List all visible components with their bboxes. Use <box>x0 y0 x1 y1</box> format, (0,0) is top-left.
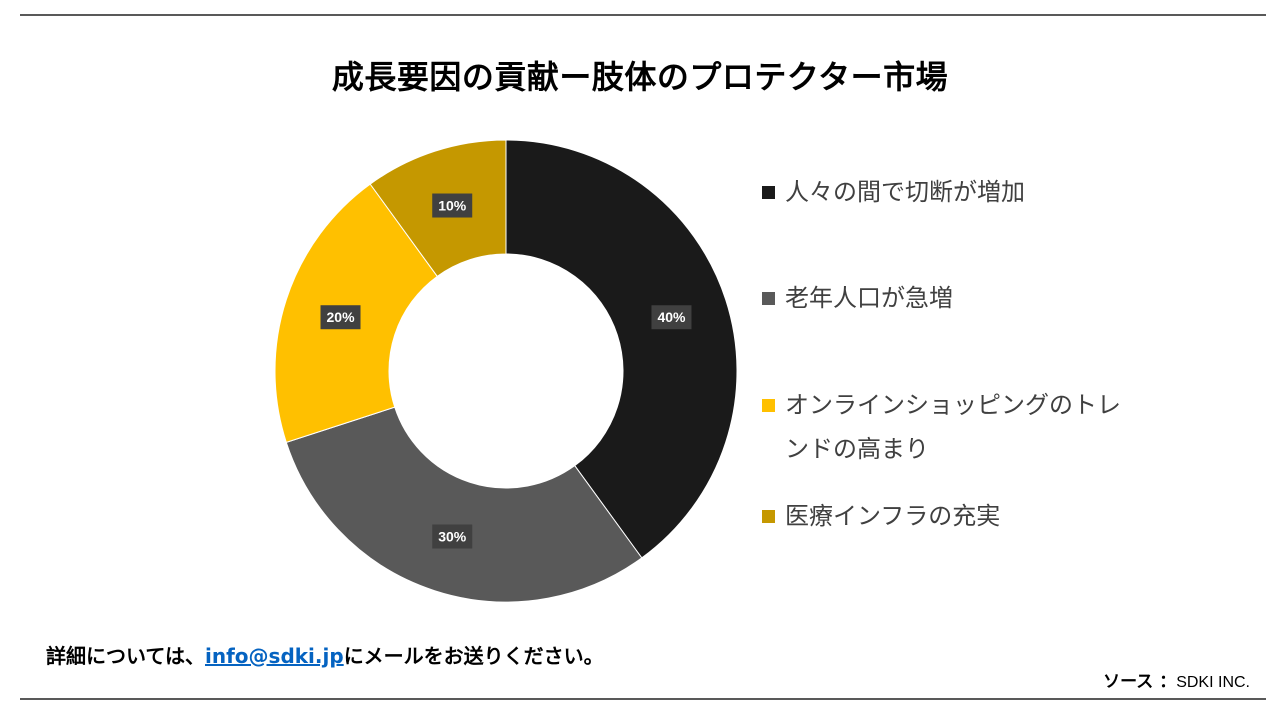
donut-chart: 40% 30% 20% 10% <box>274 139 738 603</box>
bottom-rule <box>20 698 1266 700</box>
legend-label-online-shopping: オンラインショッピングのトレンドの高まり <box>785 391 1121 463</box>
top-rule <box>20 14 1266 16</box>
chart-title: 成長要因の貢献ー肢体のプロテクター市場 <box>331 58 949 96</box>
contact-note-prefix: 詳細については、 <box>46 644 205 668</box>
data-label-box-elderly-population <box>432 524 473 549</box>
data-label-online-shopping: 20% <box>320 305 361 330</box>
donut-slice-elderly-population <box>285 406 643 603</box>
legend-swatch-amputation <box>762 186 775 199</box>
source-credit: ソース ：SDKI INC. <box>1103 667 1250 692</box>
legend-label-elderly-population: 老年人口が急増 <box>785 284 953 312</box>
legend-item-medical-infrastructure: 医療インフラの充実 <box>762 494 1140 538</box>
data-label-box-online-shopping <box>320 305 361 330</box>
data-label-text-elderly-population: 30% <box>438 528 467 544</box>
legend-label-amputation: 人々の間で切断が増加 <box>785 178 1025 206</box>
legend-label-medical-infrastructure: 医療インフラの充実 <box>785 502 1001 530</box>
contact-note: 詳細については、info@sdki.jpにメールをお送りください。 <box>46 640 604 669</box>
legend-item-elderly-population: 老年人口が急増 <box>762 276 1140 320</box>
email-link[interactable]: info@sdki.jp <box>205 644 344 668</box>
donut-slice-amputation <box>505 139 738 559</box>
data-label-box-medical-infrastructure <box>432 193 473 218</box>
data-label-elderly-population: 30% <box>432 524 473 549</box>
legend-swatch-medical-infrastructure <box>762 510 775 523</box>
contact-note-suffix: にメールをお送りください。 <box>343 644 604 668</box>
legend-item-amputation: 人々の間で切断が増加 <box>762 170 1140 214</box>
data-label-text-medical-infrastructure: 10% <box>438 198 467 214</box>
data-label-medical-infrastructure: 10% <box>432 193 473 218</box>
legend-item-online-shopping: オンラインショッピングのトレンドの高まり <box>762 383 1140 471</box>
legend-swatch-elderly-population <box>762 292 775 305</box>
source-label: ソース ： <box>1103 672 1177 692</box>
legend-swatch-online-shopping <box>762 399 775 412</box>
data-label-box-amputation <box>651 305 692 330</box>
data-label-text-online-shopping: 20% <box>327 309 356 325</box>
source-value: SDKI INC. <box>1176 674 1250 691</box>
data-label-text-amputation: 40% <box>657 309 686 325</box>
data-label-amputation: 40% <box>651 305 692 330</box>
